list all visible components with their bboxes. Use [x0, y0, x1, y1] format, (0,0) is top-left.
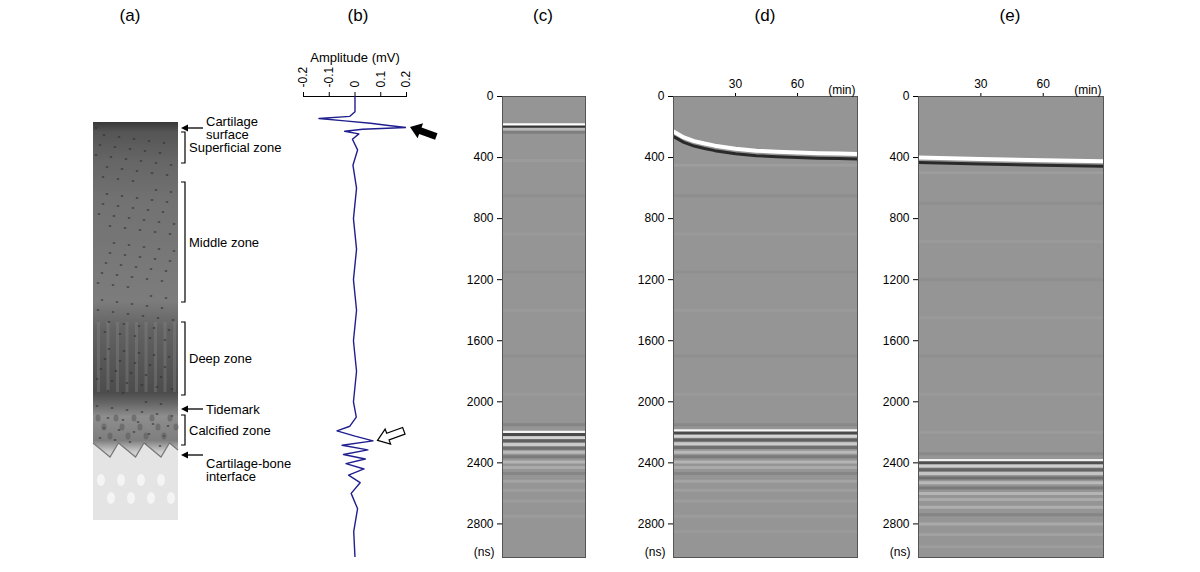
svg-text:Calcified zone: Calcified zone: [189, 423, 271, 438]
svg-text:2000: 2000: [883, 395, 910, 409]
svg-text:800: 800: [644, 211, 664, 225]
svg-text:2000: 2000: [638, 395, 665, 409]
svg-text:0.2: 0.2: [399, 70, 413, 87]
svg-text:800: 800: [473, 211, 493, 225]
svg-text:400: 400: [473, 150, 493, 164]
svg-text:Cartilage: Cartilage: [206, 113, 258, 129]
svg-text:400: 400: [644, 150, 664, 164]
svg-text:60: 60: [1037, 77, 1051, 91]
svg-text:interface: interface: [206, 469, 256, 484]
svg-text:(ns): (ns): [645, 545, 666, 559]
svg-text:Amplitude (mV): Amplitude (mV): [310, 50, 400, 65]
svg-text:0: 0: [658, 89, 665, 103]
svg-text:0: 0: [487, 89, 494, 103]
svg-text:Cartilage-bone: Cartilage-bone: [206, 455, 292, 471]
svg-text:2400: 2400: [467, 456, 494, 470]
svg-text:Superficial zone: Superficial zone: [189, 140, 282, 155]
svg-text:1200: 1200: [467, 273, 494, 287]
svg-text:-0.1: -0.1: [322, 66, 336, 87]
svg-text:400: 400: [889, 150, 909, 164]
svg-text:1600: 1600: [467, 334, 494, 348]
html-text:(b): (b): [347, 6, 369, 25]
svg-text:2000: 2000: [467, 395, 494, 409]
svg-text:Middle zone: Middle zone: [189, 235, 259, 250]
svg-text:800: 800: [889, 211, 909, 225]
svg-text:0: 0: [903, 89, 910, 103]
svg-text:2400: 2400: [638, 456, 665, 470]
html-text:(c): (c): [533, 6, 553, 25]
svg-text:1600: 1600: [883, 334, 910, 348]
svg-text:60: 60: [791, 77, 805, 91]
svg-text:Deep zone: Deep zone: [189, 351, 252, 366]
svg-text:1200: 1200: [638, 273, 665, 287]
svg-text:(ns): (ns): [890, 545, 911, 559]
svg-text:2800: 2800: [638, 517, 665, 531]
svg-text:-0.2: -0.2: [296, 66, 310, 87]
svg-text:(min): (min): [1074, 83, 1101, 97]
svg-text:2800: 2800: [883, 517, 910, 531]
svg-text:surface: surface: [206, 126, 249, 142]
svg-text:30: 30: [974, 77, 988, 91]
html-text:(a): (a): [119, 6, 141, 25]
svg-text:0: 0: [348, 81, 362, 88]
svg-text:(ns): (ns): [474, 545, 495, 559]
svg-text:30: 30: [729, 77, 743, 91]
svg-text:1600: 1600: [638, 334, 665, 348]
html-text:(e): (e): [999, 6, 1021, 25]
html-text:(d): (d): [754, 6, 776, 25]
svg-text:(min): (min): [828, 83, 855, 97]
svg-text:1200: 1200: [883, 273, 910, 287]
svg-text:2400: 2400: [883, 456, 910, 470]
svg-text:2800: 2800: [467, 517, 494, 531]
svg-text:Tidemark: Tidemark: [206, 402, 260, 417]
svg-text:0.1: 0.1: [374, 70, 388, 87]
